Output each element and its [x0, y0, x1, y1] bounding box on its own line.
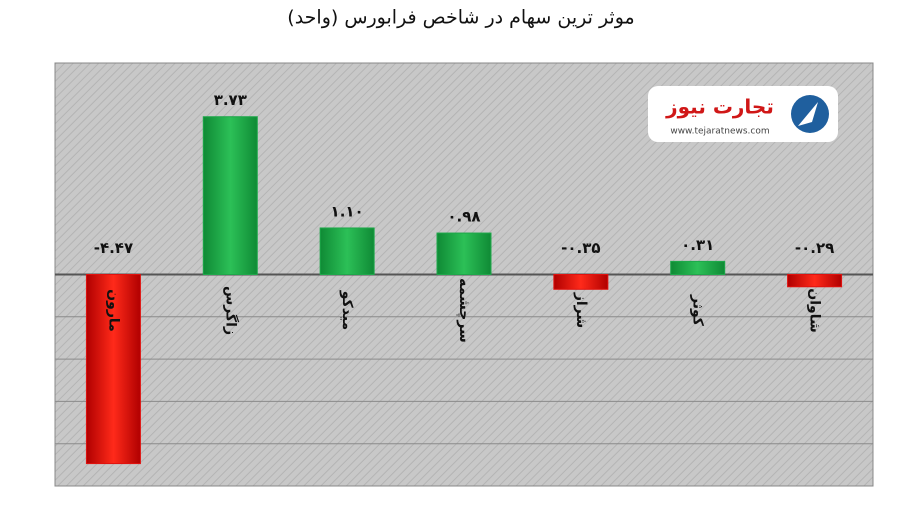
data-label: ۰.۳۱: [681, 236, 714, 254]
bar: [436, 232, 492, 276]
x-tick-label: کوثر: [690, 294, 706, 327]
bar: [202, 116, 258, 276]
data-label: ۱.۱۰: [331, 202, 364, 220]
logo-arrow: [798, 102, 818, 126]
bar: [85, 274, 141, 465]
data-label: -۰.۳۵: [561, 239, 600, 257]
x-tick-label: شراز: [573, 292, 589, 328]
logo-url: www.tejaratnews.com: [670, 127, 769, 137]
data-label: ۳.۷۳: [214, 91, 247, 109]
x-tick-label: میدکو: [339, 290, 355, 330]
x-tick-label: سرچشمه: [456, 278, 472, 343]
x-tick-label: شاوان: [807, 288, 823, 332]
bar: [787, 274, 843, 288]
data-label: ۰.۹۸: [447, 208, 480, 226]
logo-brand: تجارت نیوز: [665, 95, 774, 119]
bar: [319, 227, 375, 275]
logo-box: [648, 86, 838, 142]
data-label: -۰.۲۹: [795, 239, 834, 257]
bar: [553, 274, 609, 290]
data-label: -۴.۴۷: [94, 239, 133, 257]
x-tick-label: زاگرس: [222, 286, 239, 335]
logo: تجارت نیوز www.tejaratnews.com: [648, 86, 838, 142]
bar: [670, 260, 726, 275]
chart-title: موثر ترین سهام در شاخص فرابورس (واحد): [287, 7, 634, 29]
x-tick-label: مارون: [105, 289, 121, 332]
